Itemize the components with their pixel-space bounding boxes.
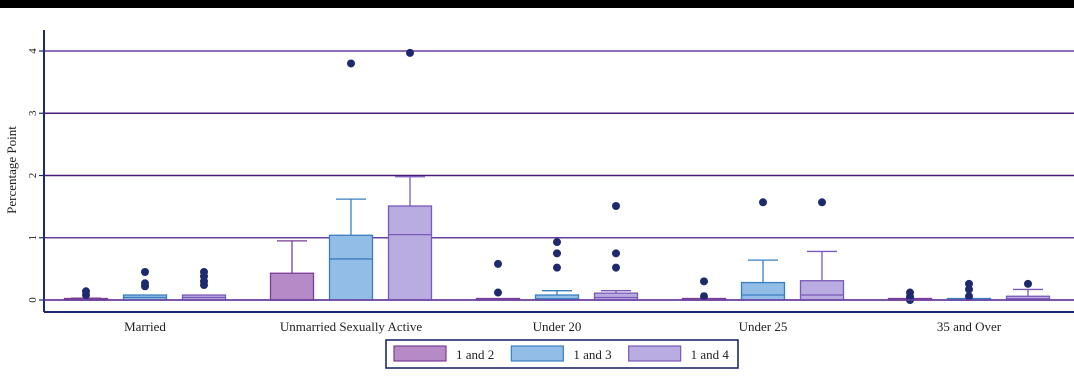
y-tick-label: 0 [27,297,39,303]
box-series [65,49,1050,304]
legend: 1 and 2 1 and 3 1 and 4 [386,340,738,368]
outlier-point [553,264,561,272]
y-tick-label: 1 [27,235,39,241]
y-tick-label: 2 [27,173,39,179]
y-tick-label: 3 [27,110,39,116]
outlier-point [818,198,826,206]
outlier-point [494,289,502,297]
legend-swatch [394,346,446,361]
category-label: 35 and Over [937,319,1002,334]
outlier-point [700,277,708,285]
series-1-and-4 [183,49,1050,300]
outlier-point [906,289,914,297]
outlier-point [612,264,620,272]
y-axis: 0 1 2 3 4 [27,30,44,312]
outlier-point [82,287,90,295]
legend-label: 1 and 3 [573,347,611,362]
grid-lines [44,51,1074,300]
box [801,281,844,300]
box [389,206,432,300]
box [595,293,638,300]
legend-label: 1 and 2 [456,347,494,362]
category-label: Married [124,319,166,334]
outlier-point [700,292,708,300]
outlier-point [406,49,414,57]
outlier-point [612,202,620,210]
outlier-point [200,268,208,276]
box [271,273,314,300]
legend-label: 1 and 4 [691,347,730,362]
outlier-point [1024,280,1032,288]
legend-swatch [629,346,681,361]
outlier-point [965,280,973,288]
box [742,283,785,300]
outlier-point [759,198,767,206]
category-label: Unmarried Sexually Active [280,319,422,334]
outlier-point [553,238,561,246]
outlier-point [141,268,149,276]
outlier-point [612,249,620,257]
x-axis: Married Unmarried Sexually Active Under 20… [44,300,1074,334]
category-label: Under 20 [533,319,582,334]
y-tick-label: 4 [27,48,39,54]
outlier-point [141,279,149,287]
outlier-point [553,249,561,257]
outlier-point [347,59,355,67]
outlier-point [494,260,502,268]
box [330,235,373,300]
series-1-and-3 [124,59,991,300]
category-label: Under 25 [739,319,788,334]
y-axis-title: Percentage Point [4,126,19,214]
outlier-point [965,292,973,300]
legend-swatch [511,346,563,361]
